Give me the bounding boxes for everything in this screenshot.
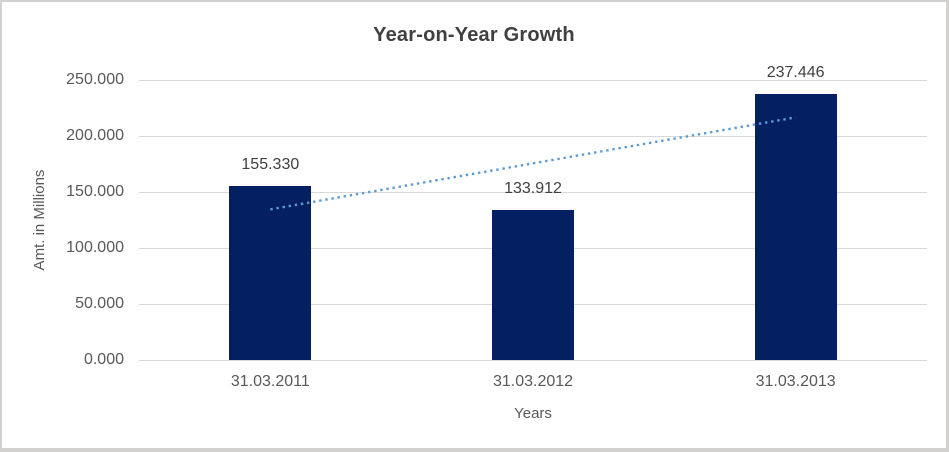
y-tick-label: 0.000 bbox=[83, 351, 124, 368]
plot-area bbox=[139, 80, 927, 361]
bar bbox=[229, 186, 312, 360]
y-tick-label: 50.000 bbox=[75, 295, 124, 312]
x-axis-title: Years bbox=[514, 405, 552, 422]
bar-data-label: 155.330 bbox=[241, 156, 300, 174]
gridline bbox=[139, 192, 927, 193]
gridline bbox=[139, 136, 927, 137]
y-tick-label: 250.000 bbox=[66, 71, 124, 88]
gridline bbox=[139, 360, 927, 361]
bar-data-label: 133.912 bbox=[504, 180, 562, 198]
y-tick-label: 100.000 bbox=[66, 239, 124, 256]
x-tick-label: 31.03.2011 bbox=[230, 373, 310, 390]
trendline bbox=[270, 116, 796, 211]
y-tick-label: 150.000 bbox=[66, 183, 124, 200]
x-tick-label: 31.03.2013 bbox=[755, 373, 836, 390]
x-tick-label: 31.03.2012 bbox=[492, 373, 574, 390]
gridline bbox=[139, 80, 927, 81]
y-tick-label: 200.000 bbox=[66, 127, 124, 144]
bar bbox=[754, 94, 837, 360]
trendline-path bbox=[270, 116, 796, 211]
y-axis-title: Amt. in Millions bbox=[31, 169, 48, 271]
bar-data-label: 237.446 bbox=[766, 64, 825, 82]
bar bbox=[492, 210, 574, 360]
chart-title: Year-on-Year Growth bbox=[373, 24, 575, 46]
